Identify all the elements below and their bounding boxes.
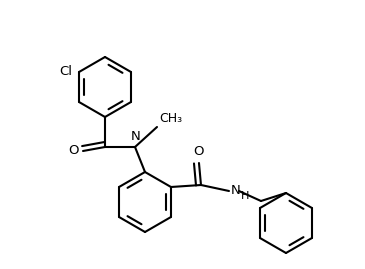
Text: N: N: [131, 130, 141, 143]
Text: Cl: Cl: [59, 65, 72, 79]
Text: N: N: [231, 185, 241, 197]
Text: O: O: [69, 144, 79, 158]
Text: O: O: [194, 145, 204, 158]
Text: CH₃: CH₃: [159, 112, 182, 125]
Text: H: H: [241, 191, 249, 201]
